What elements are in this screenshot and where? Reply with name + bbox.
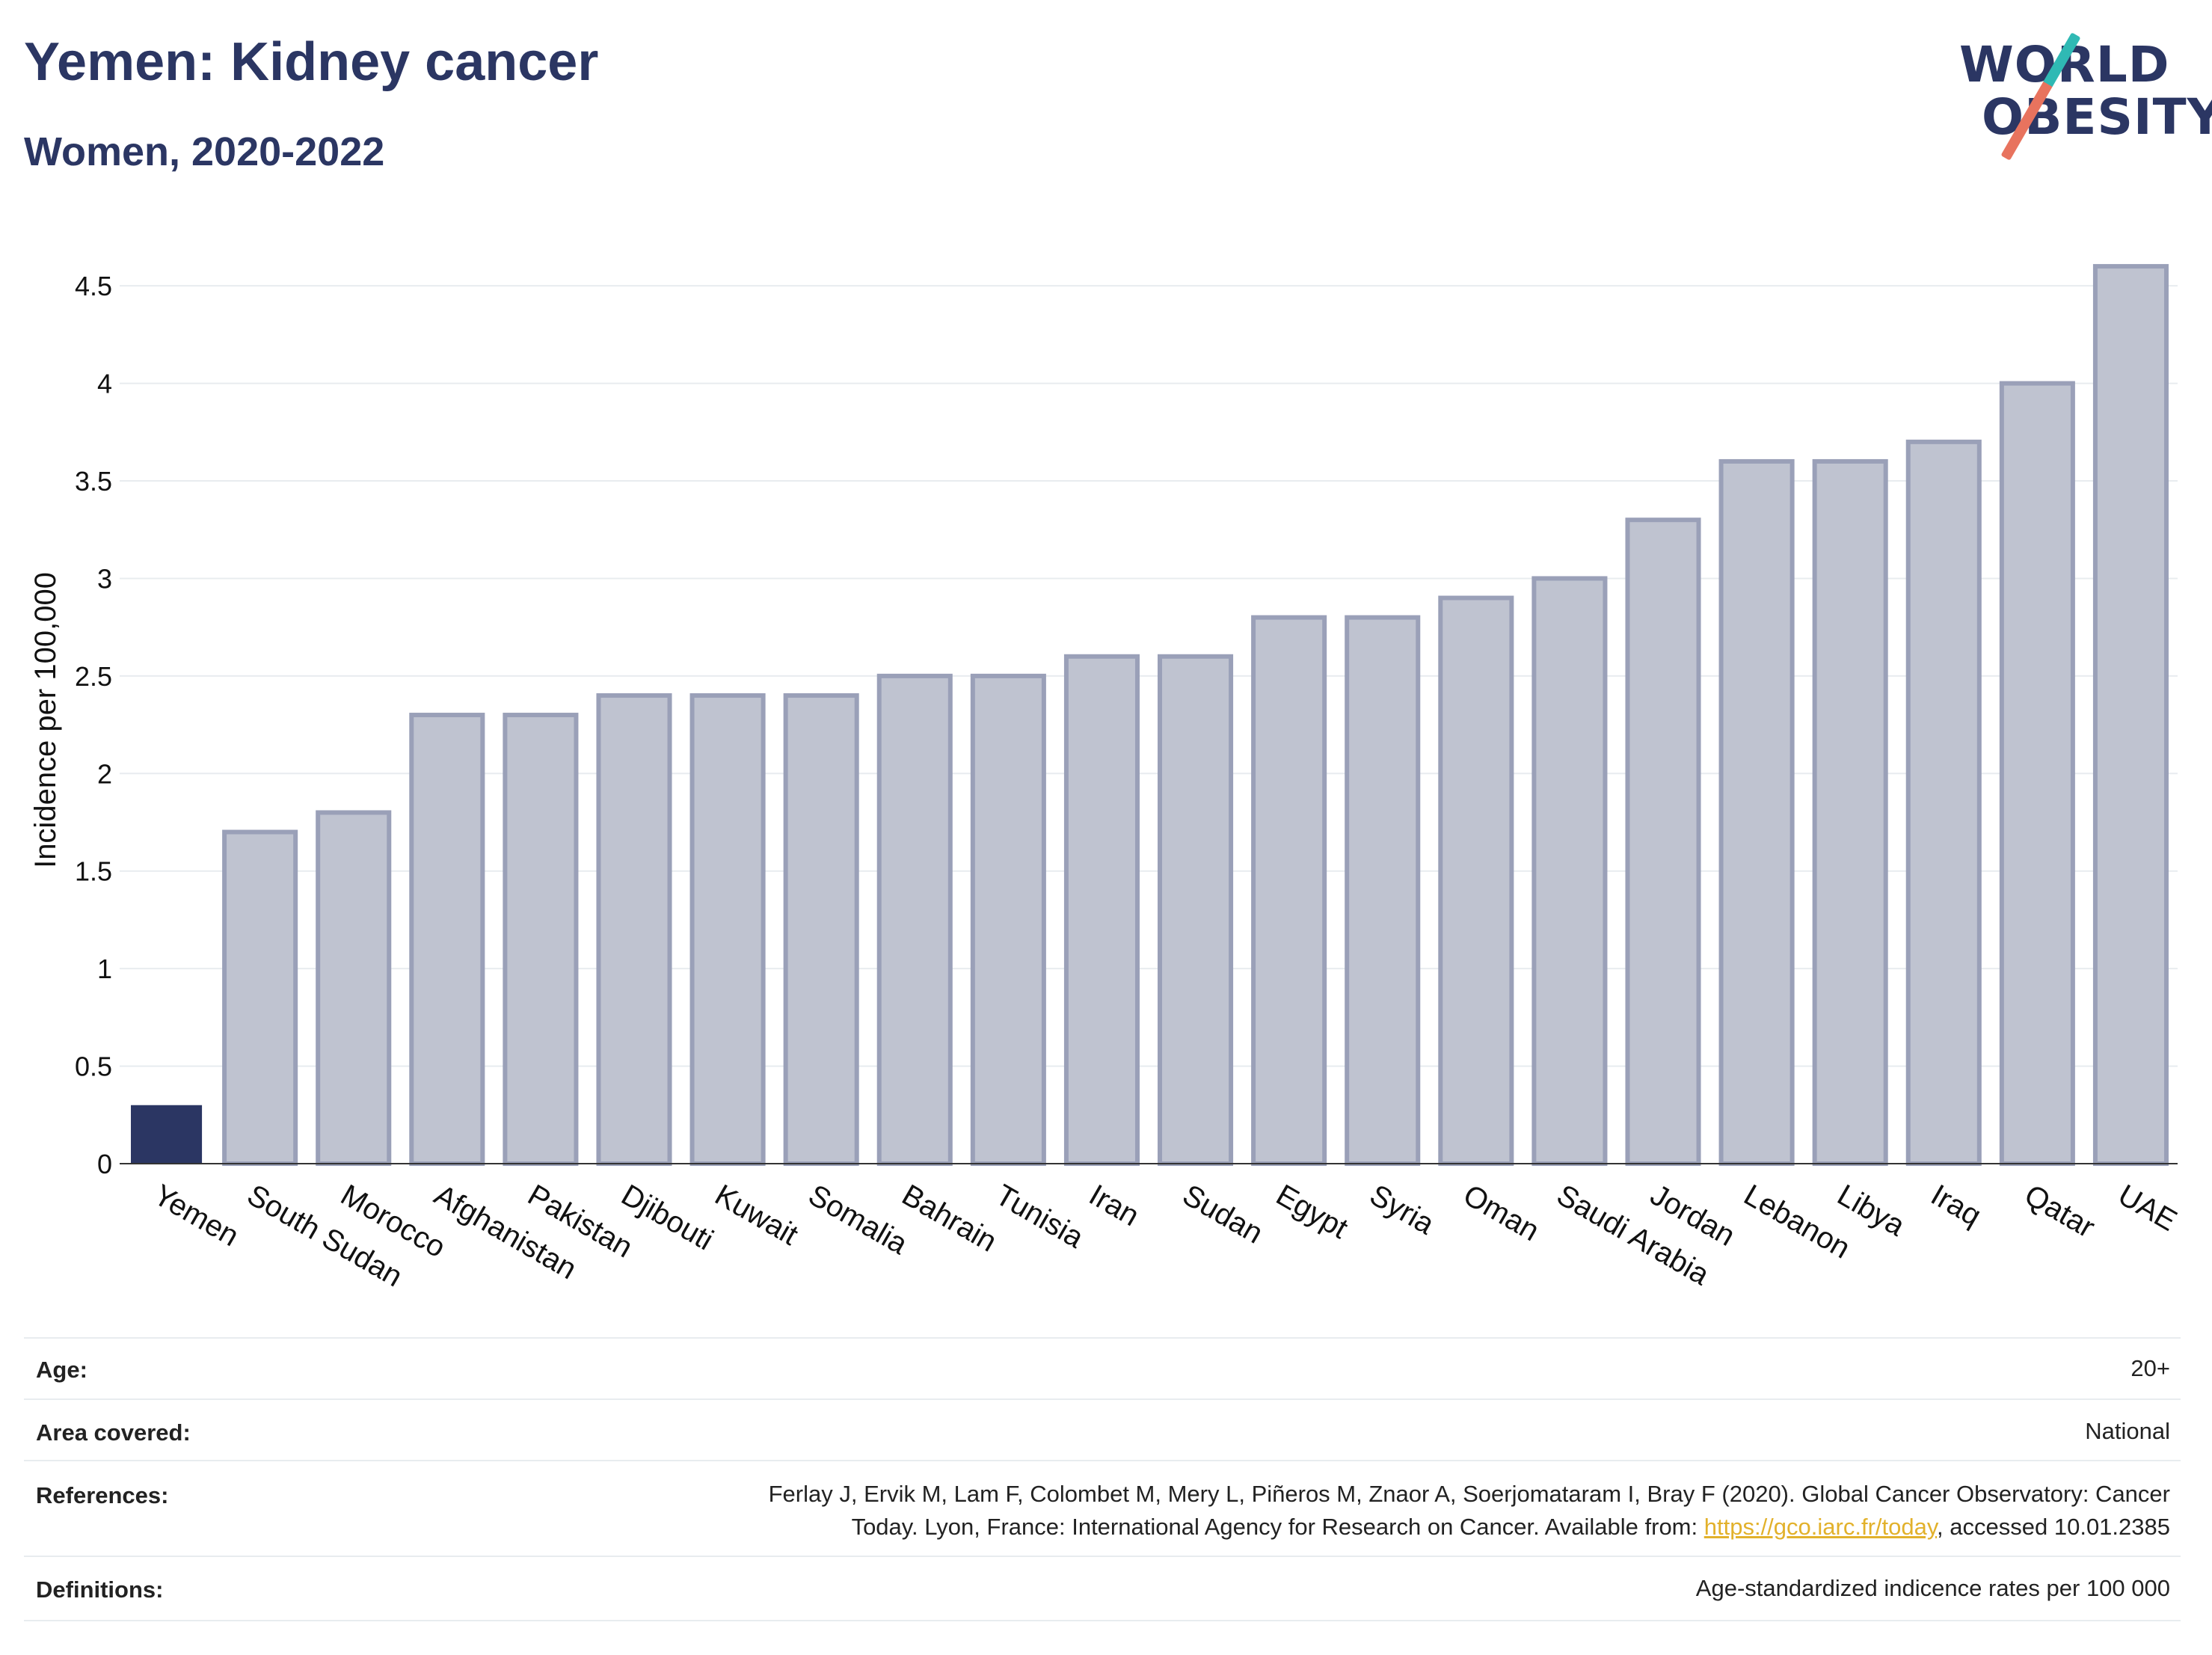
y-tick-label: 0: [97, 1149, 112, 1179]
bar-sudan: [1158, 654, 1234, 1166]
x-tick-label: Qatar: [2019, 1179, 2101, 1244]
bar-egypt: [1251, 615, 1327, 1166]
x-tick-label: Yemen: [148, 1179, 245, 1253]
y-tick-label: 0.5: [75, 1051, 112, 1082]
x-tick-label: Syria: [1364, 1179, 1440, 1241]
y-tick-label: 2: [97, 758, 112, 789]
definitions-value: Age-standardized indicence rates per 100…: [1695, 1575, 2170, 1601]
bar-tunisia: [970, 673, 1046, 1166]
meta-row-references: References: Ferlay J, Ervik M, Lam F, Co…: [24, 1460, 2181, 1557]
bar-djibouti: [596, 693, 672, 1166]
bar-syria: [1345, 615, 1421, 1166]
x-tick-label: Oman: [1457, 1179, 1544, 1248]
meta-bottom-border: [24, 1620, 2181, 1621]
y-tick-label: 1: [97, 954, 112, 984]
y-tick-label: 4.5: [75, 271, 112, 301]
bar-saudi-arabia: [1531, 576, 1608, 1166]
y-axis-title: Incidence per 100,000: [29, 572, 62, 868]
y-tick-label: 4: [97, 369, 112, 399]
y-tick-label: 3.5: [75, 466, 112, 497]
bar-afghanistan: [409, 713, 485, 1166]
y-tick-label: 1.5: [75, 856, 112, 887]
x-tick-label: Sudan: [1177, 1179, 1268, 1250]
references-label: References:: [36, 1482, 169, 1508]
bar-oman: [1438, 595, 1514, 1166]
meta-row-definitions: Definitions: Age-standardized indicence …: [24, 1556, 2181, 1621]
age-label: Age:: [36, 1357, 87, 1383]
bar-iraq: [1905, 439, 1982, 1166]
bar-yemen: [131, 1105, 203, 1164]
x-tick-label: Somalia: [803, 1179, 914, 1262]
meta-row-area: Area covered: National: [24, 1398, 2181, 1461]
y-tick-label: 2.5: [75, 661, 112, 692]
bar-jordan: [1625, 518, 1701, 1166]
x-tick-label: Iraq: [1926, 1179, 1987, 1233]
y-tick-label: 3: [97, 563, 112, 594]
area-label: Area covered:: [36, 1419, 191, 1446]
area-value: National: [2085, 1418, 2170, 1444]
y-axis-ticks: 0 0.5 1 1.5 2 2.5 3 3.5 4 4.5: [75, 271, 112, 1179]
bar-libya: [1812, 458, 1888, 1166]
references-line-2: Today. Lyon, France: International Agenc…: [769, 1511, 2170, 1544]
bar-morocco: [316, 810, 392, 1167]
x-tick-label: Egypt: [1271, 1179, 1354, 1245]
meta-row-age: Age: 20+: [24, 1337, 2181, 1400]
x-tick-label: Iran: [1084, 1179, 1145, 1233]
references-text: Today. Lyon, France: International Agenc…: [851, 1514, 1704, 1540]
bars: [131, 264, 2169, 1167]
definitions-label: Definitions:: [36, 1576, 164, 1603]
bar-kuwait: [689, 693, 766, 1166]
bar-south-sudan: [222, 829, 298, 1167]
x-tick-label: Kuwait: [710, 1179, 804, 1252]
bar-uae: [2092, 264, 2169, 1167]
bar-pakistan: [503, 713, 579, 1166]
x-tick-label: UAE: [2113, 1179, 2182, 1238]
references-line-1: Ferlay J, Ervik M, Lam F, Colombet M, Me…: [768, 1481, 2170, 1507]
x-tick-label: Bahrain: [897, 1179, 1002, 1259]
bar-lebanon: [1718, 458, 1795, 1166]
x-tick-label: Lebanon: [1739, 1179, 1856, 1265]
age-value: 20+: [2130, 1355, 2170, 1381]
x-tick-label: Tunisia: [990, 1179, 1090, 1255]
bar-somalia: [783, 693, 859, 1166]
references-accessed: , accessed 10.01.2385: [1937, 1514, 2170, 1540]
references-link[interactable]: https://gco.iarc.fr/today: [1703, 1514, 1938, 1540]
bar-qatar: [1999, 381, 2075, 1167]
chart-subtitle: Women, 2020-2022: [24, 129, 385, 174]
bar-bahrain: [876, 673, 953, 1166]
bar-iran: [1063, 654, 1140, 1166]
world-obesity-logo: WORLD OBESITY: [1952, 19, 2212, 162]
references-value: Ferlay J, Ervik M, Lam F, Colombet M, Me…: [769, 1478, 2170, 1544]
chart-title: Yemen: Kidney cancer: [24, 32, 599, 92]
